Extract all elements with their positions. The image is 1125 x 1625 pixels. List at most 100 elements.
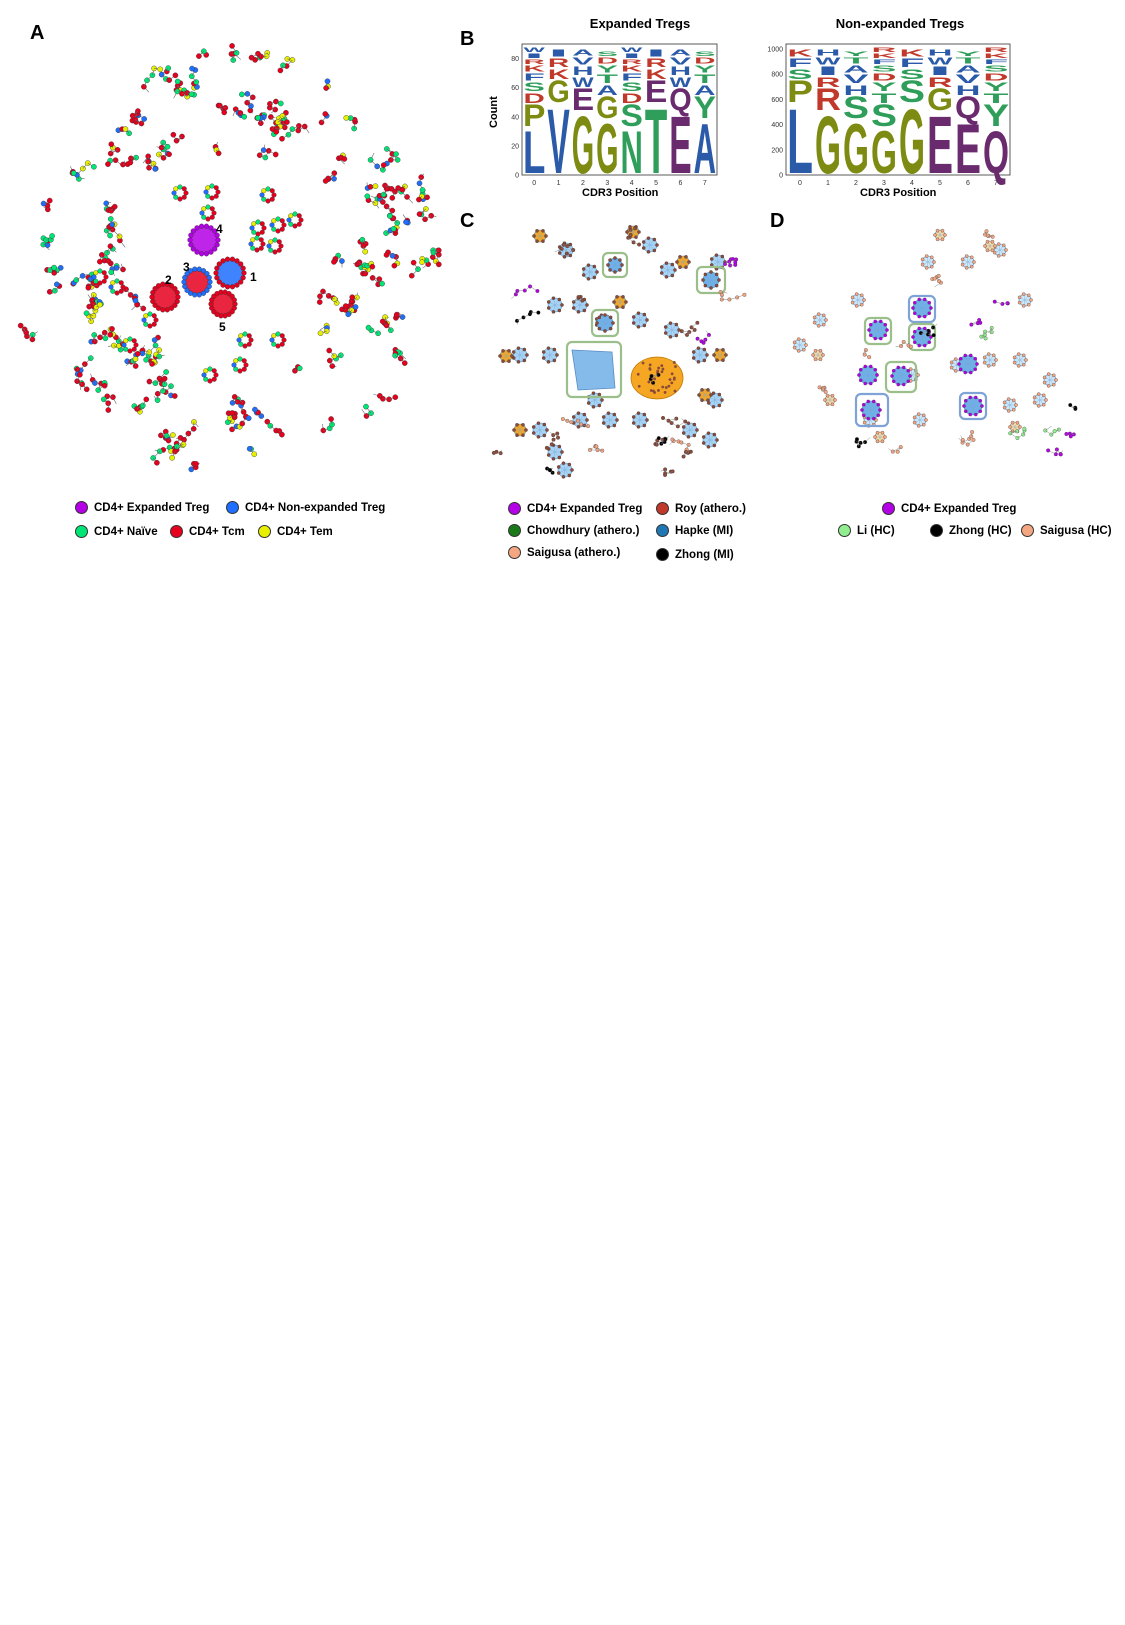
cell-node bbox=[174, 78, 181, 85]
cell-node bbox=[972, 260, 976, 264]
cell-node bbox=[277, 100, 284, 107]
cell-node bbox=[122, 126, 129, 132]
cell-node bbox=[958, 356, 963, 361]
cell-node bbox=[861, 413, 866, 418]
cell-node bbox=[208, 249, 214, 255]
cell-node bbox=[322, 111, 329, 117]
cell-node bbox=[170, 131, 177, 138]
cell-node bbox=[969, 322, 974, 327]
cell-node bbox=[198, 251, 205, 257]
cell-node bbox=[220, 258, 226, 264]
cell-node bbox=[102, 335, 109, 342]
cell-node bbox=[866, 399, 870, 404]
cell-node bbox=[220, 282, 226, 288]
cell-node bbox=[352, 304, 359, 310]
cell-node bbox=[245, 415, 252, 422]
cell-node bbox=[284, 119, 290, 125]
cell-node bbox=[917, 343, 921, 348]
cell-node bbox=[387, 213, 393, 219]
cell-node bbox=[991, 362, 996, 367]
cell-node bbox=[1011, 407, 1016, 412]
cell-node bbox=[1001, 243, 1006, 248]
panel-d-letter: D bbox=[770, 210, 785, 232]
cell-node bbox=[379, 318, 386, 325]
cell-node bbox=[833, 398, 837, 402]
cell-node bbox=[812, 320, 817, 325]
cell-node bbox=[216, 261, 222, 267]
cell-node bbox=[974, 395, 978, 400]
cell-node bbox=[206, 274, 212, 281]
cell-node bbox=[823, 390, 828, 394]
cell-node bbox=[973, 367, 978, 372]
cell-node bbox=[229, 43, 235, 49]
cell-node bbox=[101, 382, 108, 389]
cell-node bbox=[1049, 432, 1054, 437]
cell-node bbox=[963, 370, 967, 375]
cell-node bbox=[854, 304, 859, 308]
cell-node bbox=[188, 91, 195, 98]
cell-node bbox=[964, 254, 969, 258]
cell-node bbox=[150, 289, 156, 296]
cell-node bbox=[1046, 448, 1051, 453]
cell-node bbox=[328, 416, 334, 422]
cell-node bbox=[923, 326, 927, 331]
cell-node bbox=[172, 302, 178, 308]
cell-node bbox=[1036, 404, 1041, 408]
cell-node bbox=[896, 382, 900, 387]
cell-node bbox=[801, 347, 806, 352]
cell-node bbox=[857, 373, 861, 377]
cell-node bbox=[823, 398, 827, 402]
cell-node bbox=[1054, 378, 1058, 382]
cell-node bbox=[105, 161, 111, 167]
cell-node bbox=[879, 336, 883, 341]
cell-node bbox=[182, 274, 188, 281]
cell-node bbox=[985, 248, 990, 253]
legend-label: CD4+ Expanded Treg bbox=[901, 502, 1017, 515]
cell-node bbox=[1024, 358, 1028, 362]
cell-node bbox=[862, 298, 866, 302]
cell-node bbox=[97, 258, 103, 265]
cell-node bbox=[221, 109, 228, 116]
cell-node bbox=[132, 297, 139, 304]
cell-node bbox=[963, 353, 967, 358]
cell-node bbox=[1011, 398, 1016, 403]
cell-node bbox=[909, 344, 913, 349]
cell-node bbox=[940, 237, 945, 242]
cell-node bbox=[964, 266, 969, 270]
cell-node bbox=[252, 57, 258, 63]
cell-node bbox=[824, 318, 828, 322]
legend-item: Li (HC) bbox=[838, 524, 895, 537]
cell-node bbox=[132, 356, 139, 362]
cell-node bbox=[792, 345, 797, 350]
cell-node bbox=[917, 297, 921, 302]
cell-node bbox=[1016, 352, 1021, 356]
cell-node bbox=[983, 244, 987, 248]
cell-node bbox=[970, 430, 975, 434]
cell-node bbox=[875, 439, 880, 444]
cell-node bbox=[134, 351, 141, 357]
cell-node bbox=[931, 333, 936, 338]
cell-node bbox=[70, 170, 77, 176]
cell-node bbox=[214, 242, 220, 248]
cell-node bbox=[960, 257, 965, 262]
cell-node bbox=[869, 381, 873, 386]
cell-node bbox=[229, 256, 236, 262]
cell-node bbox=[912, 415, 917, 420]
cell-node bbox=[234, 282, 240, 288]
cell-node bbox=[231, 394, 238, 400]
cell-node bbox=[317, 330, 324, 337]
cell-node bbox=[917, 314, 921, 319]
cell-node bbox=[872, 399, 876, 404]
cell-node bbox=[996, 242, 1001, 246]
cell-node bbox=[869, 364, 873, 369]
cell-node bbox=[272, 151, 279, 158]
cell-node bbox=[174, 298, 180, 305]
cell-node bbox=[204, 271, 210, 277]
cell-node bbox=[184, 287, 190, 293]
cell-node bbox=[1026, 302, 1031, 307]
cell-node bbox=[873, 336, 877, 341]
cell-node bbox=[1073, 405, 1078, 410]
cell-node bbox=[883, 435, 887, 439]
cell-node bbox=[107, 243, 114, 250]
cell-node bbox=[816, 324, 821, 328]
